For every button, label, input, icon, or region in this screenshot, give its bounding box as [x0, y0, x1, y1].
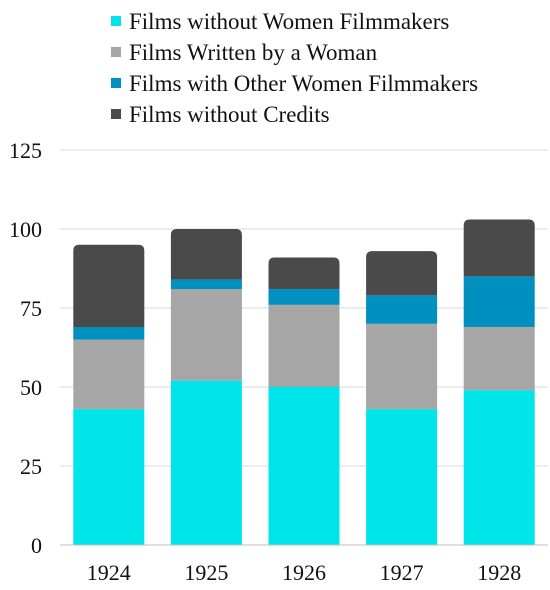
- bar-1928-1: [463, 326, 535, 391]
- x-tick-label-1: 1925: [184, 560, 228, 585]
- bar-1927-0: [366, 409, 438, 545]
- bar-1925-0: [170, 380, 242, 545]
- bar-1924-0: [73, 409, 145, 545]
- bar-1924-1: [73, 339, 145, 410]
- bars: [73, 219, 535, 545]
- bar-1926-2: [268, 289, 340, 305]
- legend-swatch-1: [111, 47, 121, 57]
- y-tick-label-1: 25: [20, 454, 42, 479]
- bar-1926-0: [268, 387, 340, 545]
- y-tick-label-3: 75: [20, 296, 42, 321]
- legend: Films without Women Filmmakers Films Writ…: [111, 9, 478, 127]
- bar-1925-2: [170, 279, 242, 290]
- legend-swatch-2: [111, 78, 121, 88]
- bar-1928-2: [463, 276, 535, 327]
- bar-1925-1: [170, 289, 242, 381]
- axes: 0 25 50 75 100 125 1924 1925 1926 1927 1928: [9, 138, 548, 585]
- x-tick-label-2: 1926: [282, 560, 326, 585]
- y-tick-label-2: 50: [20, 375, 42, 400]
- bar-1928-0: [463, 390, 535, 545]
- y-tick-label-4: 100: [9, 217, 42, 242]
- legend-label-1: Films Written by a Woman: [129, 40, 378, 65]
- legend-swatch-3: [111, 109, 121, 119]
- y-tick-label-0: 0: [31, 533, 42, 558]
- bar-1925-3: [170, 229, 242, 280]
- bar-1926-1: [268, 304, 340, 387]
- bar-1924-3: [73, 244, 145, 327]
- x-tick-label-4: 1928: [477, 560, 521, 585]
- legend-label-2: Films with Other Women Filmmakers: [129, 71, 478, 96]
- legend-label-0: Films without Women Filmmakers: [129, 9, 449, 34]
- bar-1927-2: [366, 295, 438, 324]
- bar-1924-2: [73, 326, 145, 340]
- legend-label-3: Films without Credits: [129, 102, 330, 127]
- x-tick-label-0: 1924: [87, 560, 131, 585]
- legend-swatch-0: [111, 16, 121, 26]
- bar-1926-3: [268, 257, 340, 290]
- bar-1927-3: [366, 251, 438, 296]
- x-tick-label-3: 1927: [380, 560, 424, 585]
- bar-1928-3: [463, 219, 535, 277]
- bar-1927-1: [366, 323, 438, 410]
- y-tick-label-5: 125: [9, 138, 42, 163]
